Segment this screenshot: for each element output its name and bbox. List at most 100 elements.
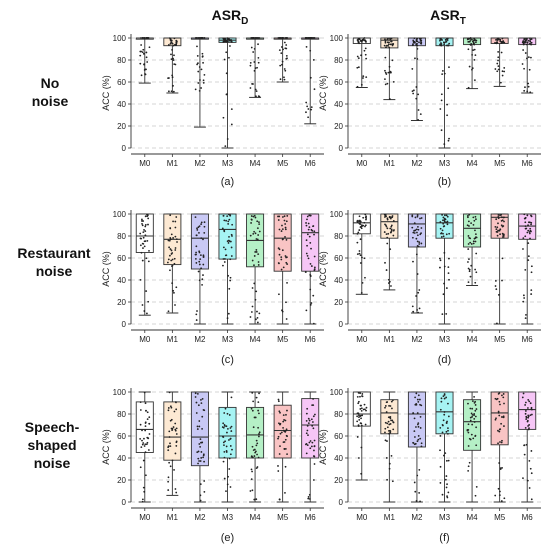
- data-point: [282, 37, 284, 39]
- data-point: [308, 214, 311, 217]
- data-point: [472, 437, 475, 440]
- data-point: [284, 255, 287, 257]
- data-point: [283, 219, 286, 222]
- data-point: [258, 431, 261, 434]
- data-point: [386, 236, 389, 239]
- data-point: [172, 289, 175, 292]
- x-tick-label: M3: [222, 159, 234, 168]
- data-point: [172, 237, 175, 239]
- data-point: [413, 232, 416, 234]
- data-point: [170, 41, 173, 44]
- data-point: [197, 270, 200, 273]
- data-point: [468, 461, 471, 464]
- data-point: [199, 460, 202, 462]
- data-point: [148, 46, 151, 49]
- data-point: [226, 412, 229, 415]
- data-point: [444, 41, 447, 43]
- data-point: [524, 410, 527, 412]
- data-point: [419, 113, 422, 116]
- x-tick-label: M6: [522, 513, 534, 522]
- data-point: [175, 445, 178, 447]
- data-point: [201, 283, 203, 286]
- data-point: [309, 214, 312, 217]
- data-point: [441, 73, 444, 76]
- data-point: [383, 213, 386, 216]
- data-point: [249, 234, 252, 237]
- data-point: [228, 56, 230, 59]
- data-point: [467, 281, 470, 284]
- y-axis-label: ACC (%): [101, 75, 111, 111]
- data-point: [525, 313, 527, 316]
- data-point: [441, 214, 443, 216]
- data-point: [360, 227, 363, 230]
- data-point: [497, 442, 499, 445]
- data-point: [390, 419, 392, 422]
- data-point: [305, 111, 307, 114]
- data-point: [439, 43, 441, 46]
- data-point: [255, 467, 258, 470]
- data-point: [256, 66, 258, 69]
- data-point: [144, 223, 147, 226]
- y-tick-label: 20: [117, 298, 126, 307]
- y-tick-label: 80: [117, 410, 126, 419]
- data-point: [415, 295, 417, 297]
- data-point: [169, 238, 172, 241]
- y-axis-label: ACC (%): [101, 251, 111, 287]
- data-point: [146, 411, 149, 414]
- data-point: [502, 416, 505, 419]
- data-point: [524, 401, 527, 404]
- data-point: [305, 252, 308, 255]
- data-point: [498, 428, 501, 431]
- data-point: [140, 44, 143, 46]
- data-point: [201, 427, 203, 430]
- data-point: [254, 88, 257, 91]
- data-point: [255, 90, 258, 93]
- data-point: [413, 40, 416, 43]
- data-point: [313, 449, 315, 452]
- data-point: [446, 103, 449, 106]
- data-point: [384, 427, 387, 430]
- data-point: [279, 64, 282, 67]
- data-point: [253, 455, 256, 457]
- data-point: [474, 434, 477, 437]
- data-point: [442, 235, 445, 238]
- data-point: [255, 249, 258, 251]
- data-point: [225, 51, 228, 54]
- data-point: [388, 404, 390, 407]
- data-point: [416, 215, 419, 218]
- box-M0: [352, 213, 371, 235]
- data-point: [524, 221, 527, 224]
- data-point: [523, 38, 526, 40]
- data-point: [384, 78, 386, 81]
- x-tick-label: M4: [467, 159, 479, 168]
- data-point: [223, 261, 226, 263]
- data-point: [503, 67, 506, 69]
- y-tick-label: 20: [117, 476, 126, 485]
- data-point: [307, 496, 310, 498]
- data-point: [496, 322, 498, 325]
- data-point: [503, 220, 505, 223]
- data-point: [313, 268, 316, 271]
- data-point: [384, 38, 386, 41]
- data-point: [442, 219, 444, 222]
- data-point: [527, 229, 530, 232]
- data-point: [283, 215, 286, 218]
- data-point: [475, 271, 478, 274]
- data-point: [255, 498, 258, 501]
- data-point: [309, 76, 312, 79]
- data-point: [257, 426, 260, 429]
- data-point: [229, 438, 232, 440]
- data-point: [411, 305, 414, 308]
- data-point: [524, 317, 527, 320]
- data-point: [202, 79, 205, 82]
- data-point: [175, 401, 177, 404]
- data-point: [468, 270, 471, 273]
- data-point: [386, 422, 389, 425]
- data-point: [253, 230, 256, 233]
- data-point: [226, 215, 229, 218]
- data-point: [203, 409, 206, 412]
- data-point: [495, 288, 498, 291]
- data-point: [446, 483, 448, 486]
- data-point: [198, 425, 201, 428]
- data-point: [522, 49, 525, 51]
